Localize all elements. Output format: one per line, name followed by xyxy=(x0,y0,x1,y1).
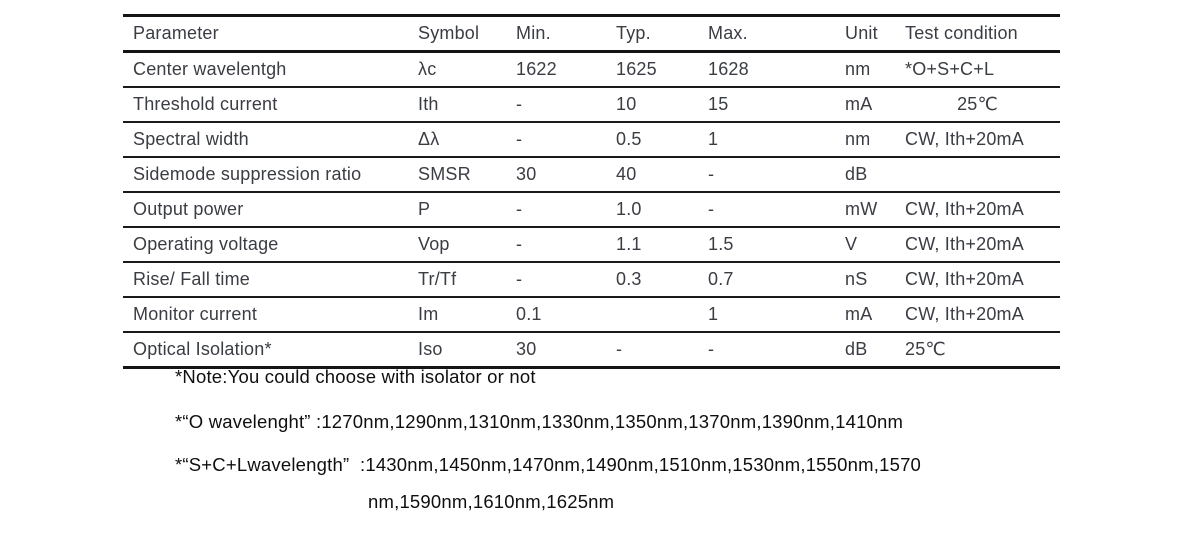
column-header-unit: Unit xyxy=(835,15,895,53)
table-cell: - xyxy=(698,331,835,368)
table-cell: 10 xyxy=(606,86,698,122)
table-cell: dB xyxy=(835,156,895,192)
table-row: Sidemode suppression ratio SMSR 30 40- dB xyxy=(123,156,1060,192)
parameter-cell: Optical Isolation* xyxy=(123,331,408,368)
table-cell: 25℃ xyxy=(895,86,1060,122)
table-cell: 1 xyxy=(698,121,835,157)
table-cell: - xyxy=(698,156,835,192)
parameter-cell: Operating voltage xyxy=(123,226,408,262)
parameter-cell: Sidemode suppression ratio xyxy=(123,156,408,192)
table-cell: mA xyxy=(835,86,895,122)
table-cell: 15 xyxy=(698,86,835,122)
table-cell xyxy=(606,296,698,332)
parameter-cell: Threshold current xyxy=(123,86,408,122)
table-cell: Tr/Tf xyxy=(408,261,506,297)
table-cell: 0.3 xyxy=(606,261,698,297)
column-header-parameter: Parameter xyxy=(123,15,408,53)
parameter-cell: Output power xyxy=(123,191,408,227)
table-cell: CW, Ith+20mA xyxy=(895,191,1060,227)
table-cell: Δλ xyxy=(408,121,506,157)
table-cell: CW, Ith+20mA xyxy=(895,226,1060,262)
table-row: Threshold current Ith -10 15 mA 25℃ xyxy=(123,86,1060,122)
table-cell: SMSR xyxy=(408,156,506,192)
column-header-min: Min. xyxy=(506,15,606,53)
table-cell: - xyxy=(506,261,606,297)
table-cell: 1.1 xyxy=(606,226,698,262)
table-cell: - xyxy=(506,121,606,157)
column-header-test-condition: Test condition xyxy=(895,15,1060,53)
table-cell: 30 xyxy=(506,331,606,368)
table-row: Monitor current Im 0.1 1 mA CW, Ith+20mA xyxy=(123,296,1060,332)
table-cell: V xyxy=(835,226,895,262)
table-cell: mW xyxy=(835,191,895,227)
table-cell: 40 xyxy=(606,156,698,192)
table-cell: mA xyxy=(835,296,895,332)
table-cell: 25℃ xyxy=(895,331,1060,368)
table-row: Operating voltage Vop -1.1 1.5 V CW, Ith+20mA xyxy=(123,226,1060,262)
table-cell: Vop xyxy=(408,226,506,262)
table-cell: 0.7 xyxy=(698,261,835,297)
column-header-typ: Typ. xyxy=(606,15,698,53)
table-cell: CW, Ith+20mA xyxy=(895,296,1060,332)
table-cell: 0.1 xyxy=(506,296,606,332)
table-row: Spectral width Δλ -0.5 1 nm CW, Ith+20mA xyxy=(123,121,1060,157)
note-isolator-option: *Note:You could choose with isolator or … xyxy=(175,366,536,387)
parameter-cell: Spectral width xyxy=(123,121,408,157)
table-cell: *O+S+C+L xyxy=(905,59,995,79)
table-cell: 1625 xyxy=(616,59,657,79)
table-cell: Im xyxy=(408,296,506,332)
table-cell: 1622 xyxy=(516,59,557,79)
table-cell: 1 xyxy=(698,296,835,332)
table-cell: 30 xyxy=(506,156,606,192)
table-cell: P xyxy=(408,191,506,227)
table-cell: λc xyxy=(418,59,437,79)
table-cell: 0.5 xyxy=(606,121,698,157)
table-cell: - xyxy=(506,191,606,227)
table-cell: - xyxy=(698,191,835,227)
table-cell: 1628 xyxy=(708,59,749,79)
table-cell: 1.0 xyxy=(606,191,698,227)
column-header-max: Max. xyxy=(698,15,835,53)
table-cell: Iso xyxy=(408,331,506,368)
note-scl-wavelengths-continued: nm,1590nm,1610nm,1625nm xyxy=(368,491,615,512)
table-cell xyxy=(895,156,1060,192)
spec-table-body: Center wavelentgh λc 1622 1625 1628 nm *O+S+C+… xyxy=(123,52,1060,368)
table-row: Center wavelentgh λc 1622 1625 1628 nm *O+S+C+… xyxy=(123,52,1060,88)
table-cell: CW, Ith+20mA xyxy=(895,261,1060,297)
table-cell: - xyxy=(506,86,606,122)
parameter-cell: Center wavelentgh xyxy=(133,59,287,79)
spec-table-header-row: Parameter Symbol Min. Typ. Max. Unit Test cond… xyxy=(123,15,1060,53)
note-scl-wavelengths: *“S+C+Lwavelength” :1430nm,1450nm,1470nm… xyxy=(175,454,922,475)
table-cell: nm xyxy=(835,121,895,157)
table-cell: CW, Ith+20mA xyxy=(895,121,1060,157)
table-cell: nm xyxy=(845,59,871,79)
column-header-symbol: Symbol xyxy=(408,15,506,53)
note-o-wavelengths: *“O wavelenght” :1270nm,1290nm,1310nm,13… xyxy=(175,411,904,432)
table-cell: - xyxy=(506,226,606,262)
table-cell: nS xyxy=(835,261,895,297)
parameter-cell: Rise/ Fall time xyxy=(123,261,408,297)
spec-table: Parameter Symbol Min. Typ. Max. Unit Test cond… xyxy=(123,14,1060,369)
table-cell: 1.5 xyxy=(698,226,835,262)
table-row: Output power P -1.0- mW CW, Ith+20mA xyxy=(123,191,1060,227)
table-cell: - xyxy=(606,331,698,368)
parameter-cell: Monitor current xyxy=(123,296,408,332)
table-cell: dB xyxy=(835,331,895,368)
table-cell: Ith xyxy=(408,86,506,122)
table-row: Optical Isolation* Iso 30- - dB 25℃ xyxy=(123,331,1060,368)
table-row: Rise/ Fall time Tr/Tf -0.3 0.7 nS CW, Ith+20m… xyxy=(123,261,1060,297)
